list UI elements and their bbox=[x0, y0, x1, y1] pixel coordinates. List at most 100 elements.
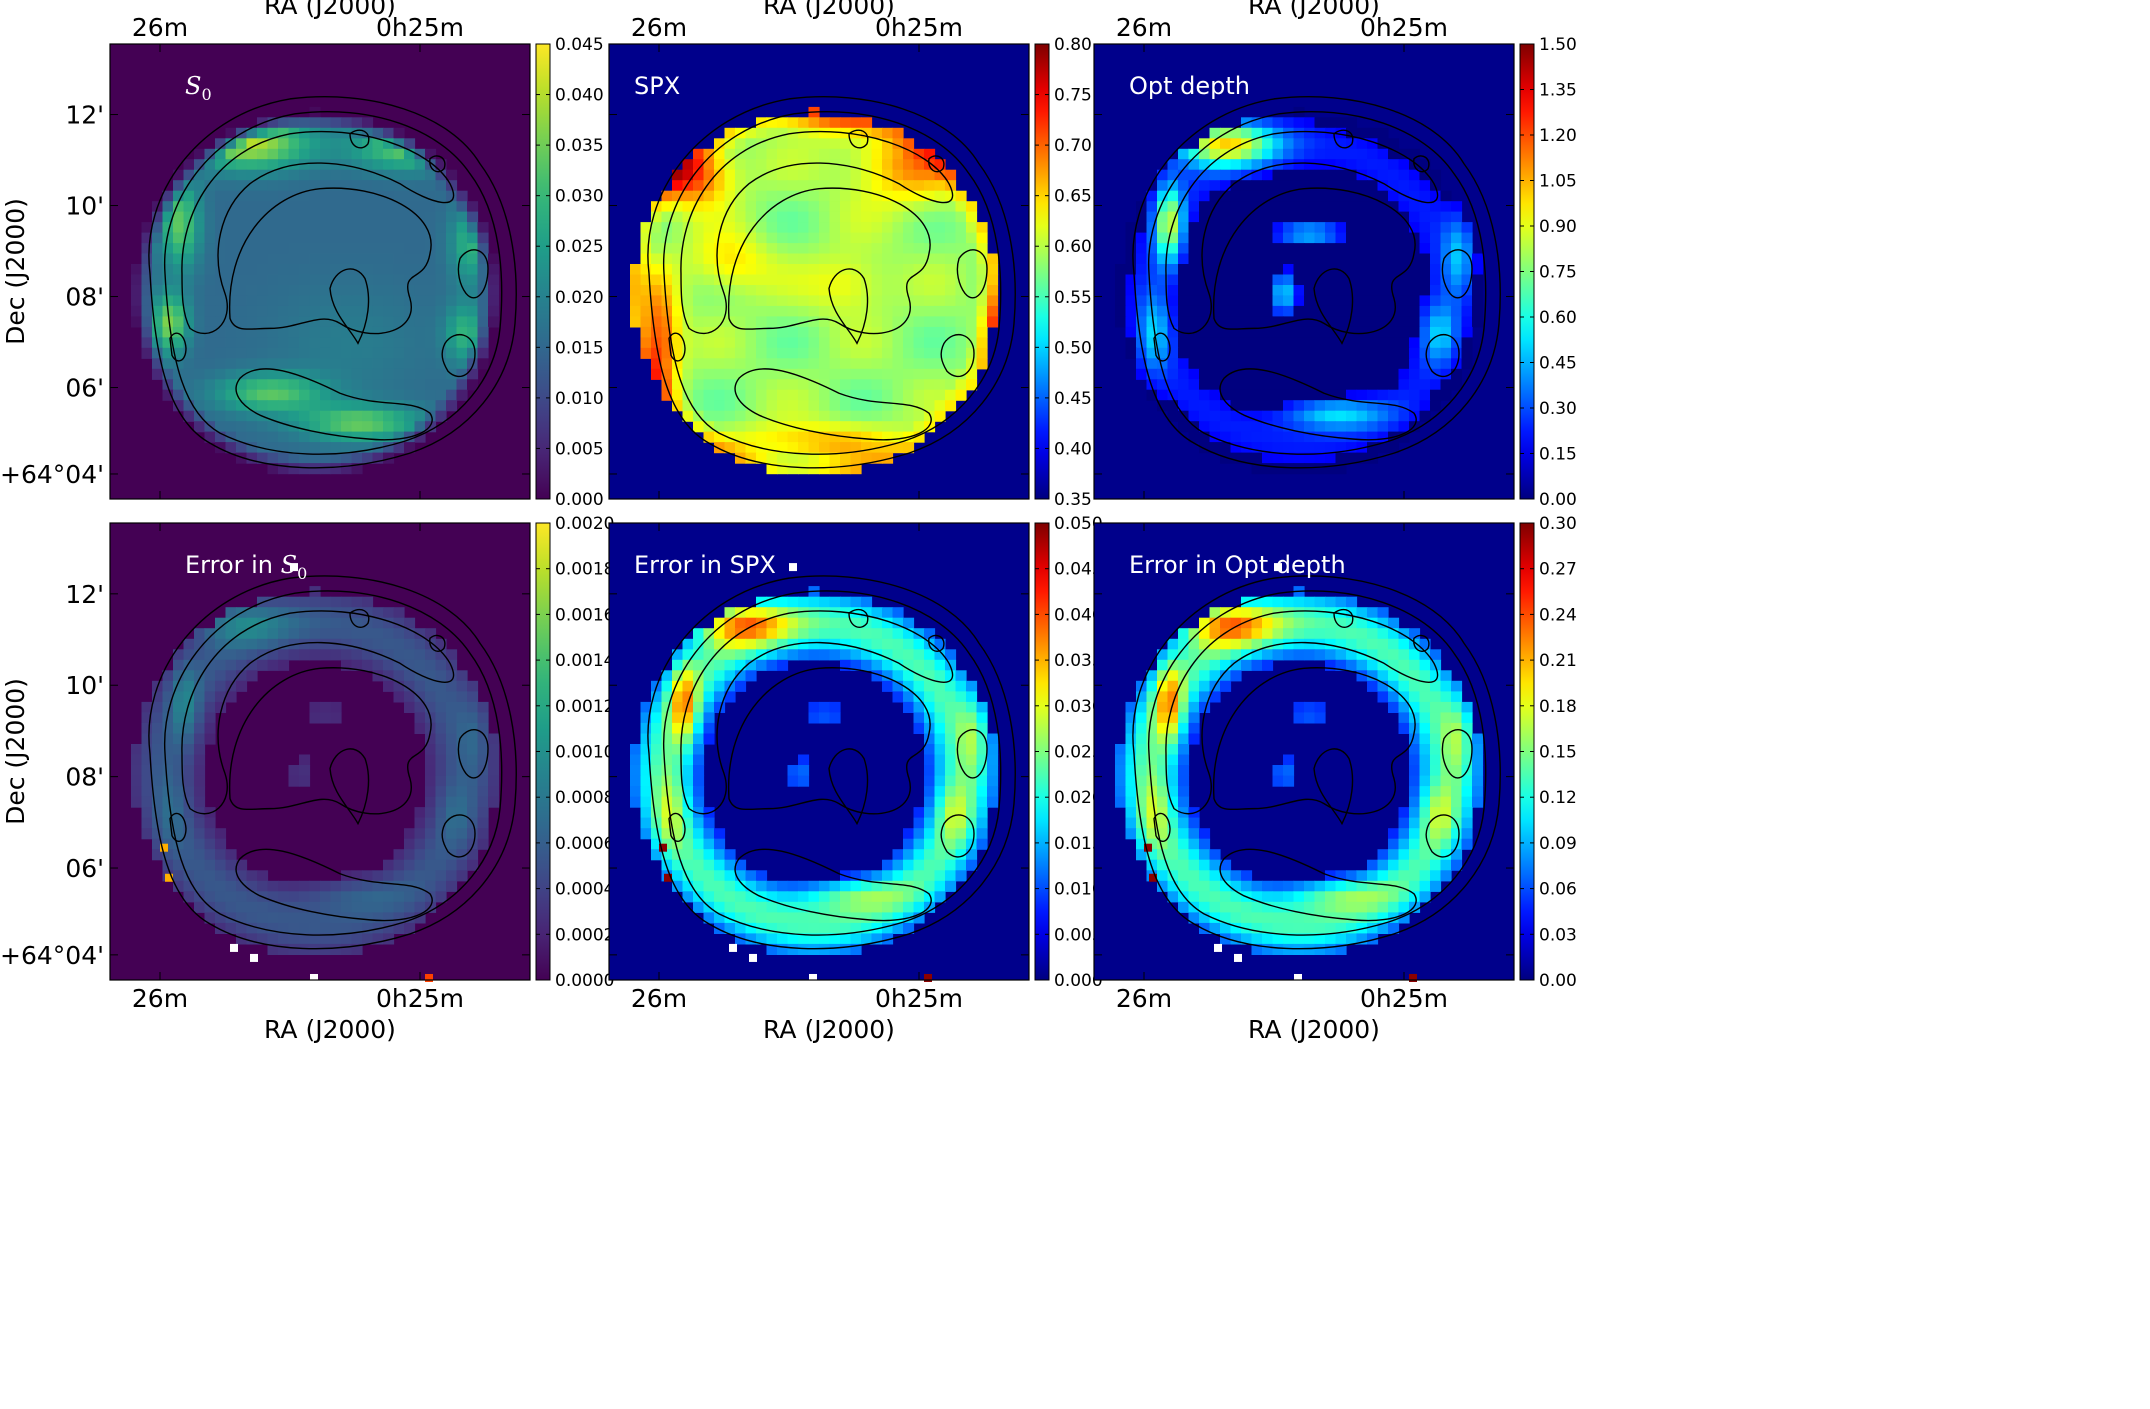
heatmap-cell bbox=[1335, 127, 1347, 139]
heatmap-cell bbox=[225, 442, 237, 454]
heatmap-cell bbox=[1356, 389, 1368, 401]
heatmap-cell bbox=[1335, 253, 1347, 265]
heatmap-cell bbox=[766, 117, 778, 129]
heatmap-cell bbox=[1461, 807, 1473, 819]
contour-line bbox=[734, 368, 932, 441]
heatmap-cell bbox=[724, 264, 736, 276]
heatmap-cell bbox=[1125, 285, 1137, 297]
heatmap-cell bbox=[404, 659, 416, 671]
heatmap-cell bbox=[1398, 680, 1410, 692]
heatmap-cell bbox=[1335, 870, 1347, 882]
heatmap-cell bbox=[215, 326, 227, 338]
heatmap-cell bbox=[1188, 159, 1200, 171]
heatmap-cell bbox=[1262, 410, 1274, 422]
heatmap-cell bbox=[871, 305, 883, 317]
heatmap-cell bbox=[414, 379, 426, 391]
heatmap-cell bbox=[714, 159, 726, 171]
heatmap-cell bbox=[194, 870, 206, 882]
heatmap-cell bbox=[1335, 452, 1347, 464]
heatmap-cell bbox=[976, 744, 988, 756]
heatmap-cell bbox=[829, 232, 841, 244]
heatmap-cell bbox=[173, 880, 185, 892]
heatmap-cell bbox=[871, 285, 883, 297]
heatmap-cell bbox=[194, 368, 206, 380]
heatmap-cell bbox=[1335, 649, 1347, 661]
heatmap-cell bbox=[850, 295, 862, 307]
heatmap-cell bbox=[640, 295, 652, 307]
heatmap-cell bbox=[299, 358, 311, 370]
heatmap-cell bbox=[183, 828, 195, 840]
heatmap-cell bbox=[1209, 127, 1221, 139]
heatmap-cell bbox=[1304, 243, 1316, 255]
colorbar-tick-label: 0.0002 bbox=[555, 925, 614, 945]
heatmap-cell bbox=[183, 180, 195, 192]
heatmap-cell bbox=[383, 285, 395, 297]
heatmap-cell bbox=[934, 368, 946, 380]
heatmap-cell bbox=[1398, 211, 1410, 223]
heatmap-cell bbox=[162, 828, 174, 840]
heatmap-cell bbox=[309, 880, 321, 892]
heatmap-cell bbox=[393, 421, 405, 433]
heatmap-cell bbox=[404, 358, 416, 370]
heatmap-cell bbox=[913, 638, 925, 650]
heatmap-cell bbox=[257, 638, 269, 650]
heatmap-cell bbox=[766, 638, 778, 650]
heatmap-cell bbox=[735, 659, 747, 671]
colorbar-tick-label: 0.025 bbox=[1054, 743, 1103, 763]
heatmap-cell bbox=[215, 431, 227, 443]
heatmap-cell bbox=[903, 828, 915, 840]
heatmap-cell bbox=[829, 295, 841, 307]
heatmap-cell bbox=[1188, 431, 1200, 443]
heatmap-cell bbox=[299, 305, 311, 317]
heatmap-cell bbox=[787, 617, 799, 629]
heatmap-cell bbox=[777, 901, 789, 913]
heatmap-cell bbox=[173, 169, 185, 181]
heatmap-cell bbox=[383, 358, 395, 370]
heatmap-cell bbox=[735, 379, 747, 391]
heatmap-cell bbox=[703, 722, 715, 734]
heatmap-cell bbox=[194, 347, 206, 359]
heatmap-cell bbox=[425, 358, 437, 370]
heatmap-cell bbox=[204, 253, 216, 265]
heatmap-cell bbox=[194, 722, 206, 734]
heatmap-cell bbox=[745, 201, 757, 213]
heatmap-cell bbox=[299, 452, 311, 464]
heatmap-cell bbox=[1367, 452, 1379, 464]
heatmap-cell bbox=[1335, 389, 1347, 401]
heatmap-cell bbox=[456, 347, 468, 359]
colorbar-tick-label: 0.60 bbox=[1539, 308, 1577, 328]
heatmap-cell bbox=[288, 347, 300, 359]
heatmap-cell bbox=[1377, 659, 1389, 671]
heatmap-cell bbox=[362, 912, 374, 924]
heatmap-cell bbox=[330, 933, 342, 945]
heatmap-cell bbox=[330, 211, 342, 223]
heatmap-cell bbox=[1430, 347, 1442, 359]
heatmap-cell bbox=[892, 670, 904, 682]
heatmap-cell bbox=[414, 201, 426, 213]
heatmap-cell bbox=[1178, 680, 1190, 692]
heatmap-cell bbox=[1230, 180, 1242, 192]
heatmap-cell bbox=[383, 316, 395, 328]
heatmap-cell bbox=[1220, 389, 1232, 401]
heatmap-cell bbox=[682, 264, 694, 276]
heatmap-cell bbox=[945, 169, 957, 181]
heatmap-cell bbox=[435, 169, 447, 181]
heatmap-cell bbox=[892, 638, 904, 650]
heatmap-cell bbox=[1314, 201, 1326, 213]
heatmap-cell bbox=[871, 410, 883, 422]
heatmap-cell bbox=[892, 901, 904, 913]
heatmap-cell bbox=[467, 733, 479, 745]
heatmap-cell bbox=[777, 305, 789, 317]
heatmap-cell bbox=[703, 912, 715, 924]
heatmap-cell bbox=[1167, 670, 1179, 682]
heatmap-cell bbox=[477, 796, 489, 808]
heatmap-cell bbox=[1430, 701, 1442, 713]
heatmap-cell bbox=[913, 859, 925, 871]
heatmap-cell bbox=[672, 796, 684, 808]
heatmap-cell bbox=[787, 628, 799, 640]
heatmap-cell bbox=[1262, 617, 1274, 629]
heatmap-cell bbox=[173, 264, 185, 276]
heatmap-cell bbox=[267, 596, 279, 608]
heatmap-cell bbox=[435, 838, 447, 850]
heatmap-cell bbox=[309, 358, 321, 370]
